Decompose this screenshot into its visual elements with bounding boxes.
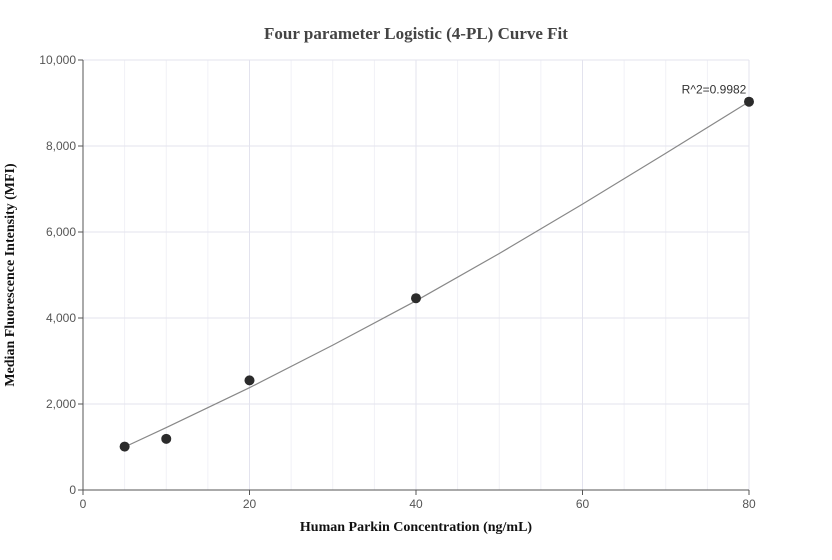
r-squared-annotation: R^2=0.9982 [682,83,747,97]
fit-curve-layer [124,101,750,448]
y-tick-label: 4,000 [46,311,76,325]
x-axis-title: Human Parkin Concentration (ng/mL) [300,520,533,535]
data-points [119,96,754,452]
grid [83,59,750,490]
chart-title: Four parameter Logistic (4-PL) Curve Fit [264,24,568,43]
x-tick-label: 40 [409,497,423,511]
axes [78,59,750,495]
x-tick-label: 80 [742,497,756,511]
y-axis-title: Median Fluorescence Intensity (MFI) [3,163,18,387]
data-point [744,96,754,107]
data-point [411,293,421,304]
x-tick-label: 20 [243,497,257,511]
y-tick-label: 0 [69,483,76,497]
fit-curve-line [124,101,750,448]
labels: 0 20 40 60 80 0 2,000 4,000 6,000 8,000 10,000 R^2=… [39,53,756,511]
data-point [244,375,255,386]
data-point [119,441,130,452]
y-tick-label: 10,000 [39,53,76,67]
data-point [161,433,172,444]
y-tick-label: 2,000 [46,397,76,411]
x-tick-label: 0 [80,497,87,511]
y-tick-label: 6,000 [46,225,76,239]
x-tick-label: 60 [576,497,590,511]
y-tick-label: 8,000 [46,139,76,153]
